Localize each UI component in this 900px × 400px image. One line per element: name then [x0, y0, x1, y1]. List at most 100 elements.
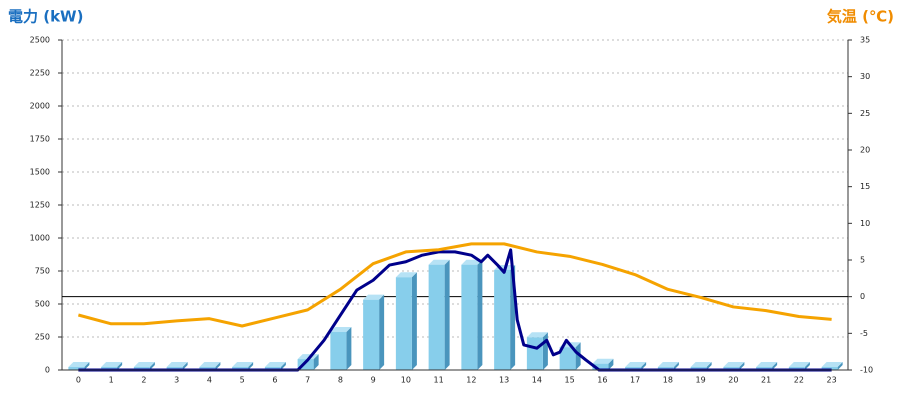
- y-tick-label: 0: [45, 366, 50, 375]
- y-tick-label: 1500: [30, 168, 50, 177]
- x-tick-label: 2: [141, 376, 146, 385]
- bar-face: [330, 332, 347, 370]
- y2-axis-title: 気温 (℃): [827, 8, 894, 26]
- bar-face: [133, 362, 155, 367]
- y2-tick-label: 20: [860, 146, 870, 155]
- bar-face: [690, 362, 712, 367]
- x-tick-label: 7: [305, 376, 310, 385]
- y-tick-label: 2250: [30, 69, 50, 78]
- x-tick-label: 17: [630, 376, 640, 385]
- x-tick-label: 8: [338, 376, 343, 385]
- x-tick-label: 19: [696, 376, 706, 385]
- x-tick-label: 15: [565, 376, 575, 385]
- bar-face: [592, 358, 614, 364]
- bar-face: [363, 299, 380, 370]
- bar-face: [199, 362, 221, 367]
- bar-face: [444, 259, 450, 370]
- bar: [363, 294, 385, 370]
- bar-face: [395, 272, 417, 278]
- bar: [428, 259, 450, 370]
- bar-face: [182, 362, 188, 370]
- x-tick-label: 18: [663, 376, 673, 385]
- bar-face: [788, 362, 810, 367]
- bar: [592, 358, 614, 370]
- y-tick-label: 1000: [30, 234, 50, 243]
- bar: [330, 327, 352, 370]
- bar-face: [363, 294, 385, 300]
- x-tick-label: 5: [240, 376, 245, 385]
- bar-face: [706, 362, 712, 370]
- bar-face: [756, 362, 778, 367]
- bar-face: [461, 259, 483, 265]
- bar-face: [313, 354, 319, 370]
- y-tick-label: 2000: [30, 102, 50, 111]
- bar-face: [280, 362, 286, 370]
- bar-face: [411, 272, 417, 370]
- x-tick-label: 22: [794, 376, 804, 385]
- bar-face: [101, 362, 123, 367]
- x-tick-label: 4: [207, 376, 212, 385]
- bar-face: [346, 327, 352, 370]
- bar-face: [477, 259, 483, 370]
- bar-face: [68, 362, 90, 367]
- y2-tick-label: -10: [860, 366, 873, 375]
- bar-face: [166, 362, 188, 367]
- y2-tick-label: 5: [860, 256, 865, 265]
- bar-face: [608, 358, 614, 370]
- bar: [68, 362, 90, 370]
- bar-face: [657, 362, 679, 367]
- bar-face: [673, 362, 679, 370]
- bar-face: [723, 362, 745, 367]
- x-tick-label: 23: [827, 376, 837, 385]
- bar-face: [526, 332, 548, 338]
- y2-tick-label: 15: [860, 182, 870, 191]
- bar-face: [117, 362, 123, 370]
- bar: [526, 332, 548, 370]
- bar: [395, 272, 417, 370]
- y2-tick-label: -5: [860, 329, 868, 338]
- bar-face: [837, 362, 843, 370]
- y2-tick-label: 35: [860, 36, 870, 45]
- line: [77, 242, 832, 328]
- bar-face: [559, 347, 576, 370]
- bar-face: [494, 269, 511, 370]
- bar-face: [428, 264, 445, 370]
- x-tick-label: 12: [466, 376, 476, 385]
- bar-face: [330, 327, 352, 333]
- y-tick-label: 250: [35, 333, 50, 342]
- bar-face: [215, 362, 221, 370]
- bar-face: [641, 362, 647, 370]
- bar-face: [461, 264, 478, 370]
- bar-face: [772, 362, 778, 370]
- bar: [494, 264, 516, 370]
- x-tick-label: 9: [371, 376, 376, 385]
- bar-face: [248, 362, 254, 370]
- bar-face: [395, 277, 412, 370]
- bar-face: [821, 362, 843, 367]
- bar-face: [232, 362, 254, 367]
- x-tick-label: 21: [761, 376, 771, 385]
- y-tick-label: 750: [35, 267, 50, 276]
- bar-face: [68, 367, 85, 370]
- bar: [461, 259, 483, 370]
- bar-face: [526, 337, 543, 370]
- x-tick-label: 20: [728, 376, 738, 385]
- x-tick-label: 0: [76, 376, 81, 385]
- bar-face: [575, 342, 581, 370]
- x-tick-label: 10: [401, 376, 411, 385]
- y2-tick-label: 10: [860, 219, 870, 228]
- x-tick-label: 14: [532, 376, 542, 385]
- bar-face: [379, 294, 385, 370]
- bar-face: [592, 363, 609, 370]
- y2-tick-label: 30: [860, 72, 870, 81]
- bar-face: [625, 362, 647, 367]
- y2-tick-label: 0: [860, 292, 865, 301]
- y2-tick-label: 25: [860, 109, 870, 118]
- y-axis-title: 電力 (kW): [8, 8, 83, 26]
- bar-face: [84, 362, 90, 370]
- y-tick-label: 2500: [30, 36, 50, 45]
- x-tick-label: 16: [597, 376, 607, 385]
- bar-face: [542, 332, 548, 370]
